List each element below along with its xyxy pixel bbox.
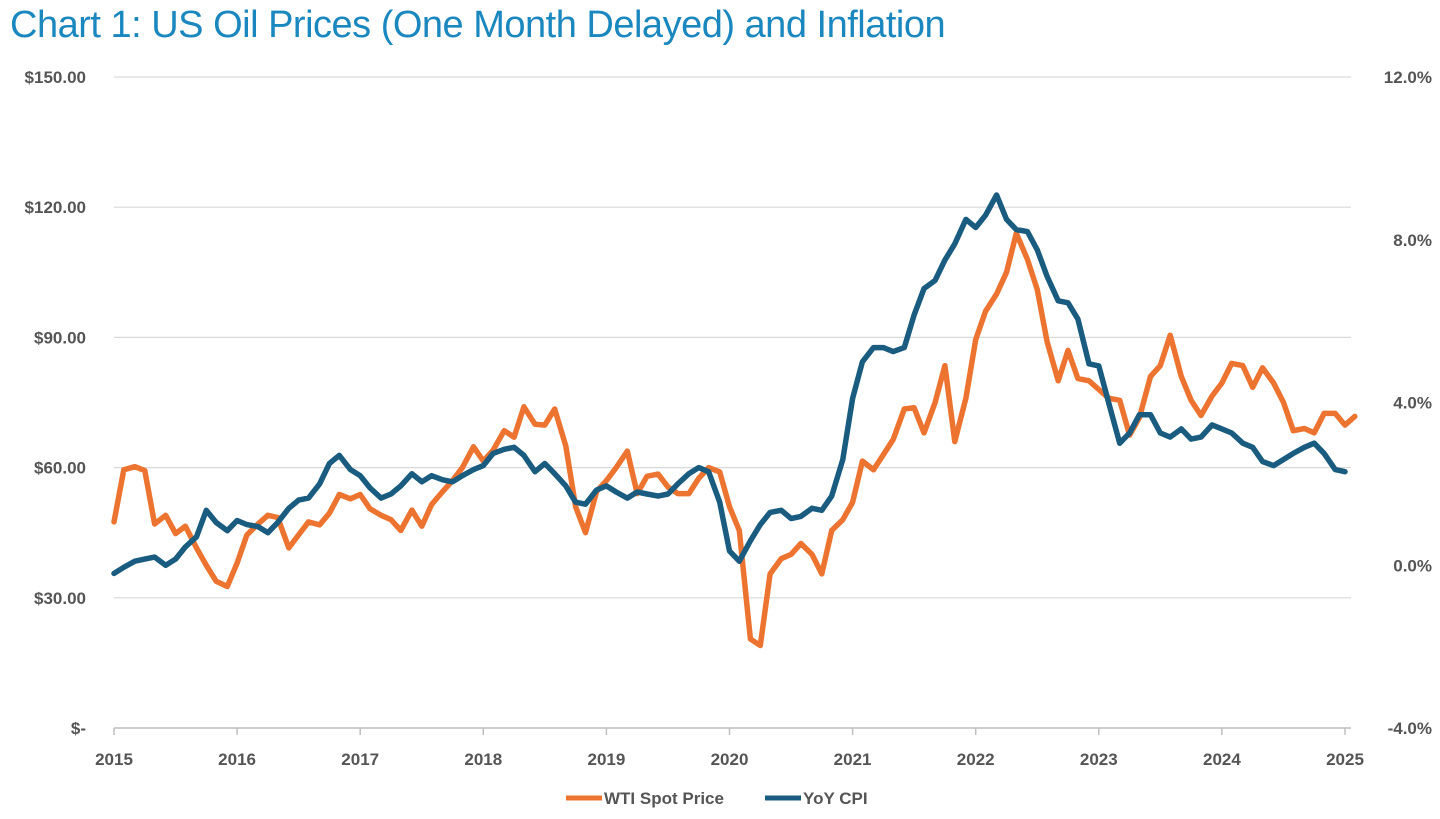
x-tick-label: 2025 <box>1326 750 1364 769</box>
x-tick-label: 2020 <box>711 750 749 769</box>
y-right-tick-label: -4.0% <box>1388 719 1432 738</box>
chart-title: Chart 1: US Oil Prices (One Month Delaye… <box>10 4 946 46</box>
x-tick-label: 2024 <box>1203 750 1241 769</box>
x-tick-label: 2015 <box>95 750 133 769</box>
legend-label-wti: WTI Spot Price <box>604 789 724 808</box>
y-left-tick-label: $90.00 <box>34 328 86 347</box>
y-left-tick-label: $60.00 <box>34 459 86 478</box>
y-left-tick-label: $30.00 <box>34 589 86 608</box>
y-right-tick-label: 0.0% <box>1393 556 1432 575</box>
x-tick-label: 2018 <box>464 750 502 769</box>
y-right-tick-label: 4.0% <box>1393 394 1432 413</box>
series-line-wti-spot-price <box>111 230 1358 649</box>
x-tick-label: 2023 <box>1080 750 1118 769</box>
x-tick-label: 2021 <box>834 750 872 769</box>
x-tick-label: 2016 <box>218 750 256 769</box>
x-tick-label: 2017 <box>341 750 379 769</box>
right-y-axis: -4.0% 0.0% 4.0% 8.0% 12.0% <box>1384 68 1432 738</box>
y-left-tick-label: $- <box>71 719 86 738</box>
x-tick-label: 2019 <box>587 750 625 769</box>
x-tick-label: 2022 <box>957 750 995 769</box>
left-y-axis: $- $30.00 $60.00 $90.00 $120.00 $150.00 <box>25 68 86 738</box>
grid-lines <box>114 76 1351 729</box>
legend-label-cpi: YoY CPI <box>803 789 868 808</box>
y-right-tick-label: 8.0% <box>1393 231 1432 250</box>
legend: WTI Spot Price YoY CPI <box>566 789 868 808</box>
series-layer <box>111 192 1358 649</box>
x-axis: 2015 2016 2017 2018 2019 2020 2021 2022 2023 2024… <box>95 727 1364 769</box>
y-right-tick-label: 12.0% <box>1384 68 1432 87</box>
y-left-tick-label: $120.00 <box>25 198 86 217</box>
series-line-yoy-cpi <box>111 192 1348 577</box>
y-left-tick-label: $150.00 <box>25 68 86 87</box>
